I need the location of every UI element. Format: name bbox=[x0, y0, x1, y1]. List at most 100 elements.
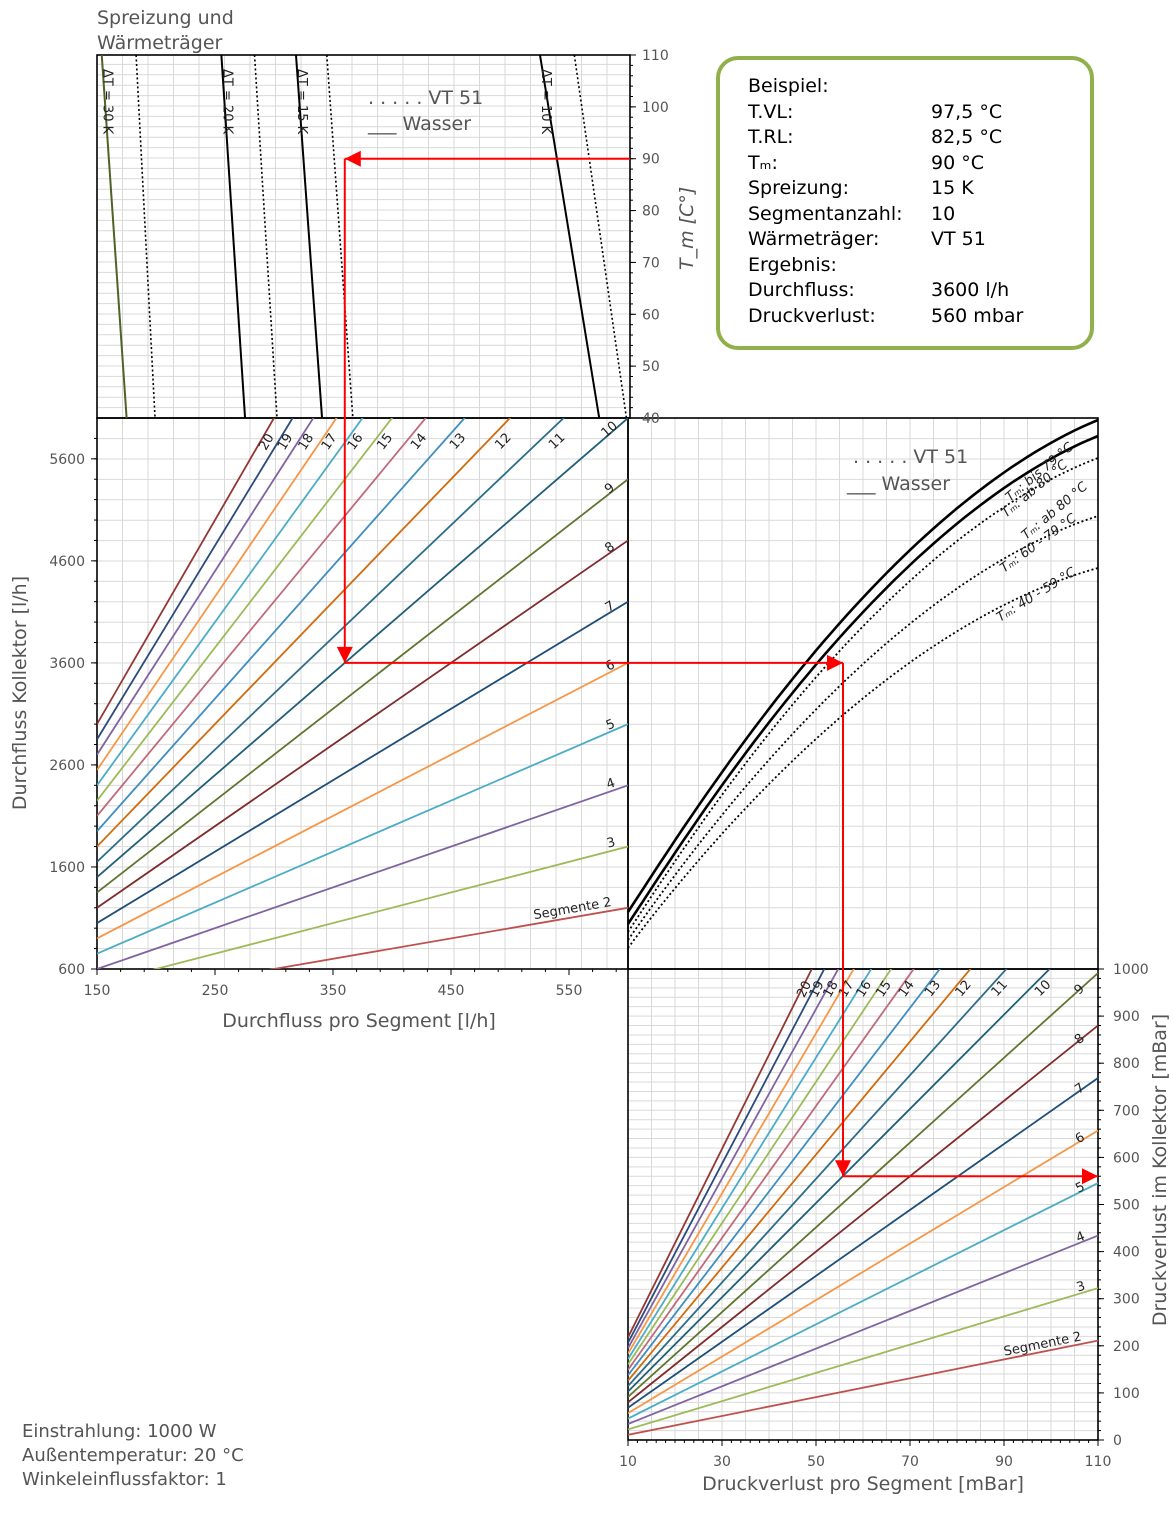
series-line-7 bbox=[628, 1077, 1098, 1409]
panel2-bg bbox=[97, 418, 628, 969]
series-label: 20 bbox=[256, 431, 277, 453]
series-label: 16 bbox=[854, 978, 875, 1000]
example-key: Spreizung: bbox=[748, 177, 850, 199]
series-line-19 bbox=[628, 969, 826, 1344]
x-tick-label: 350 bbox=[320, 983, 347, 999]
series-line-14 bbox=[628, 969, 915, 1371]
y-tick-label: 40 bbox=[642, 411, 660, 427]
series-line-3 bbox=[152, 845, 628, 969]
y-tick-label: 3600 bbox=[49, 656, 85, 672]
x-tick-label: 550 bbox=[556, 983, 583, 999]
x-axis-label: Durchfluss pro Segment [l/h] bbox=[222, 1010, 496, 1032]
result-key: Durchfluss: bbox=[748, 279, 855, 301]
series-line-14 bbox=[97, 418, 427, 817]
series-label: 3 bbox=[605, 835, 617, 852]
series-label: ΔT = 30 K bbox=[100, 69, 115, 135]
y-tick-label: 90 bbox=[642, 152, 660, 168]
example-key: Tₘ: bbox=[748, 151, 778, 174]
y-tick-label: 600 bbox=[1113, 1150, 1140, 1166]
x-tick-label: 250 bbox=[202, 983, 229, 999]
x-tick-label: 90 bbox=[995, 1454, 1013, 1470]
y-tick-label: 2600 bbox=[49, 758, 85, 774]
example-heading: Beispiel: bbox=[748, 75, 829, 97]
series-line bbox=[220, 54, 247, 419]
example-row: Spreizung: 15 K bbox=[748, 176, 1090, 202]
series-line-9 bbox=[628, 972, 1098, 1398]
series-line-19 bbox=[97, 418, 294, 740]
example-key: Segmentanzahl: bbox=[748, 202, 903, 225]
guide-arrow bbox=[835, 1160, 851, 1177]
series-line-17 bbox=[628, 969, 855, 1355]
y-tick-label: 800 bbox=[1113, 1056, 1140, 1072]
series-line bbox=[294, 54, 324, 419]
durchfluss-series bbox=[97, 418, 628, 969]
chart-title: Spreizung und bbox=[97, 7, 234, 29]
y-axis-label: T_m [C°] bbox=[676, 187, 698, 270]
panel1-bg bbox=[97, 55, 630, 418]
kennlinie-0 bbox=[626, 418, 1099, 913]
y-tick-label: 0 bbox=[1113, 1433, 1122, 1449]
series-line-10 bbox=[97, 418, 628, 878]
series-line-16 bbox=[97, 418, 364, 786]
condition-irradiation: Einstrahlung: 1000 W bbox=[22, 1421, 217, 1442]
example-row: T.VL: 97,5 °C bbox=[748, 100, 1090, 126]
guide-arrow bbox=[1082, 1168, 1098, 1185]
y-tick-label: 1600 bbox=[49, 860, 85, 876]
series-label: ΔT = 15 K bbox=[294, 69, 309, 135]
series-line-8 bbox=[97, 539, 628, 909]
result-value: 560 mbar bbox=[931, 304, 1024, 327]
condition-angle-factor: Winkeleinflussfaktor: 1 bbox=[22, 1469, 227, 1490]
series-line-6 bbox=[628, 1129, 1098, 1414]
y-tick-label: 100 bbox=[642, 100, 669, 116]
series-line bbox=[100, 54, 128, 419]
series-line-2 bbox=[628, 1339, 1098, 1436]
kennlinie-4 bbox=[627, 567, 1099, 949]
series-line bbox=[253, 54, 278, 419]
y-tick-label: 70 bbox=[642, 255, 660, 271]
series-line-16 bbox=[628, 969, 873, 1360]
example-value: 90 °C bbox=[931, 151, 984, 174]
example-value: 10 bbox=[931, 202, 956, 225]
series-line bbox=[325, 54, 354, 419]
y-tick-label: 200 bbox=[1113, 1339, 1140, 1355]
y-tick-label: 400 bbox=[1113, 1245, 1140, 1261]
y-tick-label: 4600 bbox=[49, 554, 85, 570]
series-label: 19 bbox=[275, 431, 296, 453]
y-tick-label: 500 bbox=[1113, 1198, 1140, 1214]
series-label: 20 bbox=[794, 979, 815, 1001]
y-tick-label: 60 bbox=[642, 307, 660, 323]
result-row: Druckverlust: 560 mbar bbox=[748, 304, 1090, 330]
y-tick-label: 300 bbox=[1113, 1292, 1140, 1308]
series-line-18 bbox=[628, 969, 840, 1349]
kennlinie-1 bbox=[626, 434, 1099, 925]
series-line bbox=[135, 54, 156, 419]
example-box: Beispiel: T.VL: 97,5 °C T.RL: 82,5 °C Tₘ: 90 … bbox=[716, 56, 1094, 350]
y-tick-label: 50 bbox=[642, 359, 660, 375]
legend-wasser: ___ Wasser bbox=[367, 113, 471, 135]
kennlinie-3 bbox=[627, 515, 1099, 941]
series-line-20 bbox=[628, 969, 813, 1338]
example-value: VT 51 bbox=[931, 228, 986, 250]
y-axis-label: Druckverlust im Kollektor [mBar] bbox=[1149, 1014, 1171, 1326]
series-label: 17 bbox=[836, 978, 857, 1000]
example-row: T.RL: 82,5 °C bbox=[748, 125, 1090, 151]
y-tick-label: 80 bbox=[642, 204, 660, 220]
guide-arrow bbox=[336, 646, 353, 663]
example-row: Wärmeträger: VT 51 bbox=[748, 227, 1090, 253]
series-line-4 bbox=[628, 1234, 1098, 1425]
y-tick-label: 900 bbox=[1113, 1009, 1140, 1025]
y-tick-label: 600 bbox=[58, 962, 85, 978]
series-line-9 bbox=[97, 478, 628, 894]
x-axis-label: Druckverlust pro Segment [mBar] bbox=[702, 1473, 1024, 1495]
y-tick-label: 100 bbox=[1113, 1386, 1140, 1402]
y-axis-label: Durchfluss Kollektor [l/h] bbox=[9, 576, 31, 810]
x-tick-label: 50 bbox=[807, 1454, 825, 1470]
series-line-4 bbox=[97, 784, 628, 969]
series-line-15 bbox=[97, 418, 394, 802]
series-line-15 bbox=[628, 969, 893, 1365]
example-row: Tₘ: 90 °C bbox=[748, 151, 1090, 177]
series-line-13 bbox=[628, 969, 941, 1376]
series-line-5 bbox=[97, 723, 628, 955]
result-row: Durchfluss: 3600 l/h bbox=[748, 278, 1090, 304]
result-value: 3600 l/h bbox=[931, 279, 1010, 301]
